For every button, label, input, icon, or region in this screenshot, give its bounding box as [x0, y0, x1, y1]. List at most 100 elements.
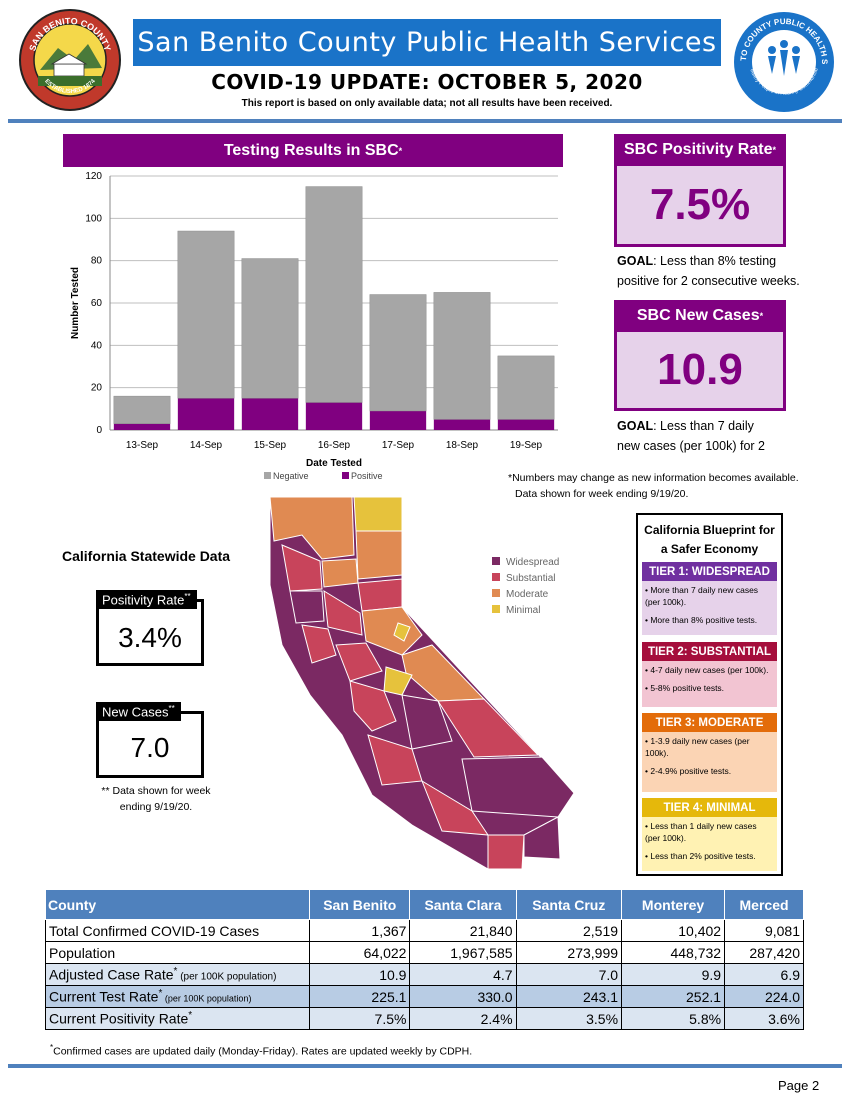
- statewide-cases-box: New Cases** 7.0: [96, 702, 204, 778]
- table-row: Current Positivity Rate* 7.5% 2.4% 3.5% …: [44, 1007, 804, 1030]
- row-label-mark: *: [173, 966, 178, 978]
- stat-label-text: New Cases: [102, 704, 169, 720]
- bar-positive-17-Sep: [369, 410, 427, 430]
- legend-positive-label: Positive: [351, 471, 383, 481]
- tier-bullet: • 1-3.9 daily new cases (per 100k).: [645, 736, 750, 758]
- blueprint-panel: California Blueprint for a Safer Economy…: [636, 513, 783, 876]
- y-tick-label: 120: [85, 171, 102, 182]
- table-row: Total Confirmed COVID-19 Cases 1,367 21,…: [44, 919, 804, 942]
- goal-label: GOAL: [617, 254, 654, 268]
- tier-bullet: • Less than 1 daily new cases (per 100k)…: [645, 821, 757, 843]
- bar-negative-15-Sep: [241, 258, 299, 399]
- tier-bullet: • More than 7 daily new cases (per 100k)…: [645, 585, 759, 607]
- col-header: County: [44, 889, 311, 920]
- bar-negative-18-Sep: [433, 292, 491, 420]
- blueprint-title-line: California Blueprint for: [644, 523, 775, 537]
- table-cell: 330.0: [409, 985, 517, 1008]
- table-cell: 252.1: [621, 985, 726, 1008]
- legend-widespread-label: Widespread: [506, 557, 559, 568]
- row-label: Total Confirmed COVID-19 Cases: [44, 919, 311, 942]
- page-number: Page 2: [778, 1078, 820, 1093]
- x-axis-title: Date Tested: [306, 458, 362, 469]
- legend-minimal-swatch: [492, 605, 500, 613]
- bar-negative-16-Sep: [305, 186, 363, 403]
- table-header-row: County San Benito Santa Clara Santa Cruz…: [44, 889, 804, 920]
- statewide-cases-label: New Cases**: [96, 702, 181, 722]
- table-cell: 64,022: [309, 941, 411, 964]
- statewide-positivity-label: Positivity Rate**: [96, 590, 197, 610]
- public-health-logo: SAN BENITO COUNTY PUBLIC HEALTH SERVICES…: [732, 10, 834, 112]
- table-cell: 243.1: [515, 985, 623, 1008]
- table-note-mark: *: [50, 1043, 54, 1052]
- testing-results-chart: 0 20 40 60 80 100 120 13-Sep 14-Sep 15-Sep 16-Sep 1…: [70, 171, 558, 481]
- col-header: Monterey: [621, 889, 726, 920]
- statewide-positivity-value: 3.4%: [118, 622, 182, 653]
- legend-moderate-label: Moderate: [506, 589, 549, 600]
- x-tick-label: 13-Sep: [126, 440, 159, 451]
- bar-negative-17-Sep: [369, 294, 427, 412]
- x-tick-label: 16-Sep: [318, 440, 351, 451]
- testing-chart-title: Testing Results in SBC *: [63, 134, 563, 167]
- row-label-text: Adjusted Case Rate: [49, 966, 174, 983]
- header-divider: [8, 119, 842, 123]
- statewide-note-line: ending 9/19/20.: [119, 801, 193, 813]
- row-label-unit: (per 100K population): [177, 971, 277, 983]
- row-label-text: Current Test Rate: [49, 988, 159, 1005]
- tier-bullet: • More than 8% positive tests.: [645, 615, 758, 625]
- y-tick-label: 80: [91, 256, 103, 267]
- row-label-text: Current Positivity Rate: [49, 1010, 189, 1027]
- new-cases-header: SBC New Cases *: [614, 300, 786, 332]
- testing-chart-title-text: Testing Results in SBC: [223, 141, 399, 159]
- row-label-mark: *: [158, 988, 163, 1000]
- col-header: Santa Clara: [409, 889, 517, 920]
- table-note-text: Confirmed cases are updated daily (Monda…: [53, 1045, 473, 1058]
- bar-positive-19-Sep: [497, 419, 555, 430]
- table-cell: 1,967,585: [409, 941, 517, 964]
- report-disclaimer: This report is based on only available d…: [241, 98, 613, 109]
- row-label: Current Test Rate* (per 100K population): [44, 985, 311, 1008]
- stat-label-text: Positivity Rate: [102, 592, 185, 608]
- goal-text: : Less than 8% testing: [653, 254, 777, 268]
- numbers-footnote: *Numbers may change as new information b…: [508, 470, 838, 502]
- positivity-header: SBC Positivity Rate *: [614, 134, 786, 166]
- california-tier-map: Widespread Substantial Moderate Minimal: [269, 496, 575, 870]
- x-tick-label: 18-Sep: [446, 440, 479, 451]
- legend-substantial-label: Substantial: [506, 573, 555, 584]
- table-cell: 21,840: [409, 919, 517, 942]
- x-tick-label: 15-Sep: [254, 440, 287, 451]
- x-tick-label: 19-Sep: [510, 440, 543, 451]
- table-cell: 287,420: [724, 941, 804, 964]
- tier-4-body: • Less than 1 daily new cases (per 100k)…: [642, 817, 777, 871]
- table-footnote: *Confirmed cases are updated daily (Mond…: [50, 1043, 472, 1058]
- bar-positive-16-Sep: [305, 402, 363, 430]
- goal-text: new cases (per 100k) for 2: [617, 439, 765, 453]
- legend-negative-label: Negative: [273, 471, 309, 481]
- bar-negative-19-Sep: [497, 355, 555, 420]
- table-cell: 6.9: [724, 963, 804, 986]
- goal-text: : Less than 7 daily: [653, 419, 754, 433]
- bar-negative-14-Sep: [177, 230, 235, 399]
- tier-bullet: • 5-8% positive tests.: [645, 683, 725, 693]
- tier-bullet: • 2-4.9% positive tests.: [645, 766, 732, 776]
- statewide-title: California Statewide Data: [62, 548, 231, 564]
- blueprint-title-line: a Safer Economy: [660, 542, 759, 556]
- table-cell: 3.6%: [724, 1007, 804, 1030]
- y-tick-label: 20: [91, 383, 103, 394]
- bar-positive-13-Sep: [113, 423, 171, 430]
- table-row: Adjusted Case Rate* (per 100K population…: [44, 963, 804, 986]
- y-axis-title: Number Tested: [70, 267, 81, 339]
- row-label-text: Population: [49, 944, 116, 961]
- row-label: Current Positivity Rate*: [44, 1007, 311, 1030]
- county-comparison-table: County San Benito Santa Clara Santa Cruz…: [44, 889, 804, 1030]
- table-cell: 5.8%: [621, 1007, 726, 1030]
- col-header: Santa Cruz: [515, 889, 623, 920]
- positivity-value: 7.5%: [614, 163, 786, 247]
- stat-label-mark: **: [184, 592, 191, 601]
- tier-3-body: • 1-3.9 daily new cases (per 100k). • 2-…: [642, 732, 777, 792]
- row-label-mark: *: [188, 1010, 193, 1022]
- table-cell: 3.5%: [515, 1007, 623, 1030]
- report-subtitle: COVID-19 UPDATE: OCTOBER 5, 2020: [211, 70, 643, 94]
- positivity-goal: GOAL: Less than 8% testing positive for …: [617, 251, 817, 291]
- bar-positive-14-Sep: [177, 398, 235, 430]
- county-seal-logo: SAN BENITO COUNTY ESTABLISHED 1874: [19, 9, 121, 111]
